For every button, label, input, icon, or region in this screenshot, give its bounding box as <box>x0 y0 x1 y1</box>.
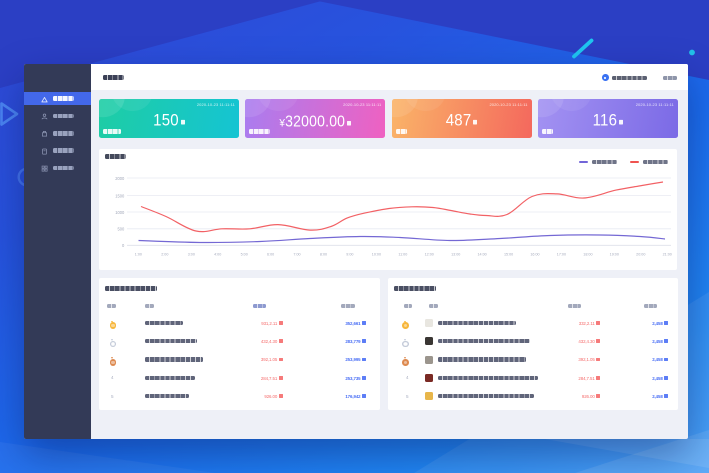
svg-text:8:00: 8:00 <box>320 252 327 256</box>
svg-text:0: 0 <box>122 243 125 248</box>
svg-text:12:00: 12:00 <box>425 252 434 256</box>
svg-text:1500: 1500 <box>115 193 125 198</box>
svg-text:17:00: 17:00 <box>557 252 566 256</box>
svg-text:13:00: 13:00 <box>451 252 460 256</box>
svg-text:1:00: 1:00 <box>135 252 142 256</box>
svg-text:11:00: 11:00 <box>398 252 407 256</box>
svg-text:5:00: 5:00 <box>241 252 248 256</box>
svg-text:21:00: 21:00 <box>663 252 672 256</box>
svg-text:6:00: 6:00 <box>267 252 274 256</box>
svg-text:2000: 2000 <box>115 175 125 180</box>
svg-text:1000: 1000 <box>115 209 125 214</box>
svg-text:16:00: 16:00 <box>530 252 539 256</box>
svg-text:14:00: 14:00 <box>477 252 486 256</box>
svg-text:7:00: 7:00 <box>293 252 300 256</box>
svg-text:500: 500 <box>117 226 125 231</box>
svg-text:15:00: 15:00 <box>504 252 513 256</box>
svg-text:20:00: 20:00 <box>636 252 645 256</box>
svg-text:18:00: 18:00 <box>583 252 592 256</box>
svg-text:10:00: 10:00 <box>372 252 381 256</box>
svg-text:9:00: 9:00 <box>346 252 353 256</box>
svg-text:19:00: 19:00 <box>610 252 619 256</box>
svg-text:3:00: 3:00 <box>188 252 195 256</box>
svg-text:2:00: 2:00 <box>161 252 168 256</box>
svg-text:4:00: 4:00 <box>214 252 221 256</box>
